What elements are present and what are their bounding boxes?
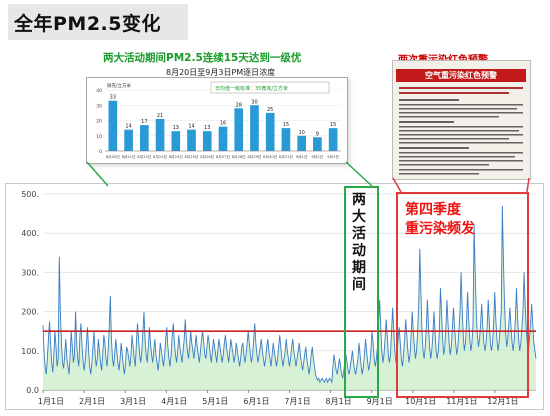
bar-category-label: 9月1日 [296, 154, 308, 159]
bar [187, 129, 196, 151]
bar-value-label: 15 [330, 122, 336, 128]
notice-banner: 空气重污染红色预警 [396, 69, 526, 82]
x-tick-label: 3月1日 [120, 397, 146, 406]
bar-category-label: 8月20日 [106, 154, 120, 159]
bar-category-label: 8月21日 [122, 154, 136, 159]
bar [265, 112, 275, 151]
bar-y-tick-label: 30 [96, 103, 102, 109]
bar-value-label: 17 [141, 119, 147, 125]
bar-category-label: 8月22日 [137, 154, 151, 159]
x-tick-label: 2月1日 [79, 397, 105, 406]
bar-value-label: 30 [251, 99, 257, 105]
bar-category-label: 8月30日 [263, 154, 277, 159]
bar [313, 137, 322, 151]
bar-legend-text: 日均值一级标准：35微克/立方米 [215, 85, 288, 92]
inset-subtitle-main: 8月20日至9月3日PM [166, 68, 244, 77]
bar-legend-box [210, 81, 330, 94]
bar-unit-label: 微克/立方米 [107, 82, 132, 89]
bar-y-tick-label: 10 [96, 134, 102, 140]
bar-category-label: 8月28日 [232, 154, 246, 159]
red-alert-notice: 空气重污染红色预警 [392, 60, 531, 180]
title-background [8, 4, 188, 40]
bar-value-label: 10 [298, 130, 304, 136]
x-tick-label: 6月1日 [243, 397, 269, 406]
bar-value-label: 25 [267, 107, 273, 113]
bar-value-label: 15 [283, 122, 289, 128]
y-tick-label: 0.0 [26, 386, 39, 395]
bar-value-label: 16 [220, 121, 226, 127]
bar-category-label: 8月23日 [153, 154, 167, 159]
bar-value-label: 33 [110, 95, 116, 101]
bar-value-label: 13 [204, 125, 210, 131]
bar [202, 131, 212, 151]
bar-y-tick-label: 0 [99, 149, 102, 155]
bar-category-label: 8月24日 [169, 154, 183, 159]
bar [108, 100, 118, 151]
bar-category-label: 8月29日 [247, 154, 261, 159]
bar [250, 105, 259, 151]
bar [234, 108, 244, 151]
notice-text-lines [399, 87, 523, 175]
x-tick-label: 11月1日 [446, 397, 477, 406]
bar-value-label: 13 [173, 125, 179, 131]
series-area [43, 205, 536, 390]
q4-pollution-label: 第四季度 重污染频发 [405, 201, 475, 239]
bar-value-label: 14 [125, 124, 131, 130]
bar-value-label: 28 [236, 102, 242, 108]
y-tick-label: 500. [21, 190, 39, 199]
bar [218, 126, 228, 151]
x-tick-label: 12月1日 [487, 397, 518, 406]
x-tick-label: 8月1日 [325, 397, 351, 406]
bar-value-label: 21 [157, 113, 163, 119]
inset-heading: 两大活动期间PM2.5连续15天达到一级优 [103, 52, 302, 64]
y-tick-label: 200. [21, 308, 39, 317]
inset-bar-chart-svg: 0 10 20 30 40 微克/立方米 日均值一级标准：35微克/立方米 33 8月20日 14… [96, 81, 341, 159]
bar-y-tick-label: 40 [96, 88, 102, 94]
y-tick-label: 400. [21, 229, 39, 238]
main-line-chart: 0.0 100. 200. 300. 400. 500. 1月1日 2月1日 3月1日 4月1日 5… [5, 183, 544, 410]
event-period-label: 两大活动期间 [352, 192, 366, 293]
x-tick-label: 10月1日 [405, 397, 436, 406]
bar-value-label: 14 [188, 124, 194, 130]
bar [140, 125, 149, 151]
bar-category-label: 8月31日 [279, 154, 293, 159]
page-title: 全年PM2.5变化 [14, 13, 161, 35]
bar [281, 128, 291, 151]
y-tick-label: 100. [21, 347, 39, 356]
bar [171, 131, 181, 151]
series-line [42, 205, 537, 384]
x-tick-label: 5月1日 [202, 397, 228, 406]
bar [124, 129, 133, 151]
q4-pollution-box [396, 192, 529, 398]
bar-category-label: 8月26日 [200, 154, 214, 159]
q4-label-line1: 第四季度 [405, 202, 461, 218]
y-tick-label: 300. [21, 268, 39, 277]
bar-category-label: 9月3日 [327, 154, 339, 159]
q4-label-line2: 重污染频发 [405, 221, 475, 237]
bar-category-label: 8月27日 [216, 154, 230, 159]
x-tick-label: 1月1日 [38, 397, 64, 406]
x-tick-label: 9月1日 [367, 397, 393, 406]
bar-category-label: 8月25日 [185, 154, 199, 159]
bar-category-label: 9月2日 [312, 154, 324, 159]
bar-y-tick-label: 20 [96, 119, 102, 125]
x-tick-label: 4月1日 [161, 397, 187, 406]
event-period-box [344, 186, 379, 398]
main-line-chart-svg: 0.0 100. 200. 300. 400. 500. 1月1日 2月1日 3月1日 4月1日 5… [21, 190, 537, 406]
bar [155, 118, 165, 151]
inset-bar-chart: 0 10 20 30 40 微克/立方米 日均值一级标准：35微克/立方米 33 8月20日 14… [86, 77, 348, 164]
x-tick-label: 7月1日 [284, 397, 310, 406]
inset-subtitle-suffix: 逐日浓度 [243, 68, 276, 77]
bar [297, 135, 306, 151]
inset-subtitle: 8月20日至9月3日PM逐日浓度 [166, 67, 275, 78]
bar [328, 128, 338, 151]
bar-value-label: 9 [316, 131, 319, 137]
